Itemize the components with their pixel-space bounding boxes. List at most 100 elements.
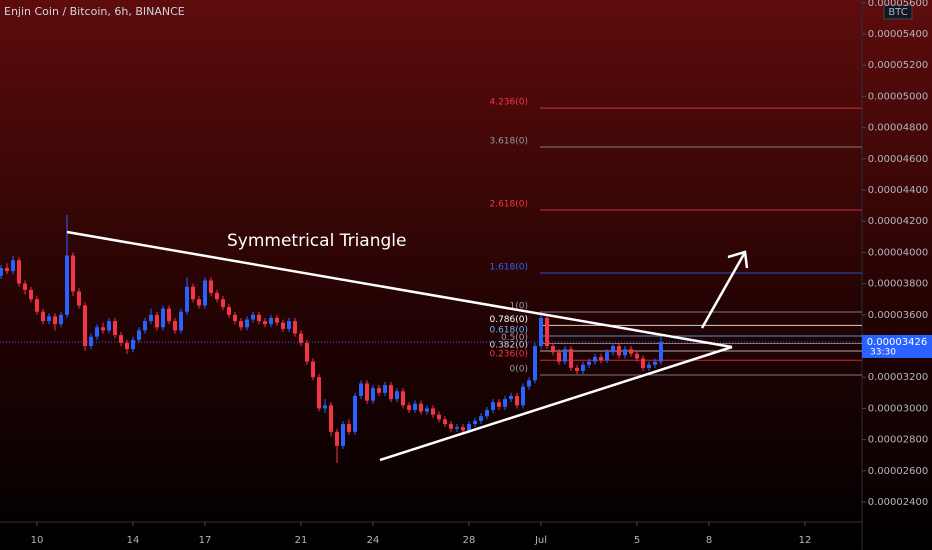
candle-body	[629, 349, 634, 354]
candle-body	[491, 402, 496, 410]
candle-body	[185, 286, 190, 312]
candle-body	[647, 364, 652, 368]
candle-body	[155, 314, 160, 328]
candle-body	[383, 385, 388, 393]
candle-body	[533, 346, 538, 381]
candle-body	[41, 311, 46, 322]
candle-body	[449, 424, 454, 429]
x-tick-label: 28	[463, 535, 476, 546]
triangle-drawing	[66, 230, 749, 462]
candle-body	[251, 314, 256, 320]
candle-body	[311, 361, 316, 378]
candle-body	[173, 321, 178, 331]
candle-body	[557, 352, 562, 362]
candle-body	[293, 321, 298, 334]
candle-body	[287, 321, 292, 329]
y-tick-label: 0.00003600	[868, 310, 928, 321]
y-tick-label: 0.00004800	[868, 123, 928, 134]
candle-body	[515, 395, 520, 406]
x-tick-label: 10	[31, 535, 44, 546]
candle-body	[59, 314, 64, 325]
candle-body	[269, 317, 274, 325]
y-tick-label: 0.00002400	[868, 497, 928, 508]
x-tick-label: 17	[199, 535, 212, 546]
y-tick-label: 0.00004200	[868, 216, 928, 227]
y-tick-label: 0.00002600	[868, 466, 928, 477]
fib-label: 0.236(0)	[489, 350, 528, 360]
candle-body	[179, 311, 184, 331]
y-tick-label: 0.00005400	[868, 29, 928, 40]
candle-body	[23, 283, 28, 290]
candle-body	[419, 403, 424, 412]
candle-body	[545, 317, 550, 347]
y-tick-label: 0.00004000	[868, 247, 928, 258]
candle-body	[359, 383, 364, 396]
candle-body	[149, 314, 154, 322]
candle-body	[467, 424, 472, 431]
candle-body	[5, 268, 10, 272]
candle-body	[275, 317, 280, 323]
candle-body	[53, 316, 58, 325]
candle-body	[437, 414, 442, 420]
candle-body	[233, 314, 238, 322]
candle-body	[377, 388, 382, 393]
candle-body	[119, 335, 124, 343]
candle-body	[317, 377, 322, 409]
fib-label: 4.236(0)	[489, 98, 528, 108]
y-tick-label: 0.00005000	[868, 91, 928, 102]
candle-body	[131, 339, 136, 350]
candle-body	[107, 321, 112, 331]
candle-body	[335, 431, 340, 446]
y-tick-label: 0.00002800	[868, 435, 928, 446]
candle-body	[473, 420, 478, 425]
candle-body	[617, 346, 622, 356]
candle-body	[83, 305, 88, 347]
candle-body	[599, 356, 604, 361]
fib-label: 1.618(0)	[489, 263, 528, 273]
x-tick-label: 14	[127, 535, 140, 546]
candle-body	[575, 367, 580, 371]
candle-body	[215, 292, 220, 300]
y-tick-label: 0.00004400	[868, 185, 928, 196]
candle-body	[47, 316, 52, 322]
y-tick-label: 0.00003800	[868, 279, 928, 290]
candle-body	[641, 358, 646, 368]
candle-body	[95, 327, 100, 337]
candle-body	[587, 361, 592, 365]
y-tick-label: 0.00003000	[868, 403, 928, 414]
x-tick-label: Jul	[534, 535, 547, 546]
unit: BTC	[888, 7, 907, 18]
candle-body	[593, 356, 598, 362]
candle-body	[623, 349, 628, 356]
fib-label: 2.618(0)	[489, 199, 528, 209]
candle-body	[347, 424, 352, 432]
candle-body	[227, 307, 232, 315]
candle-body	[11, 260, 16, 272]
candle-body	[35, 299, 40, 312]
arrow-shaft	[700, 253, 746, 329]
upper-trendline	[66, 230, 733, 349]
plot: 4.236(0) 3.618(0) 2.618(0) 1.618(0) 1(0) 0.78…	[0, 98, 862, 464]
candle-body	[221, 299, 226, 308]
fib-label: 3.618(0)	[489, 136, 528, 146]
candle-body	[401, 391, 406, 406]
chart-title: Enjin Coin / Bitcoin, 6h, BINANCE	[4, 5, 185, 18]
candle-body	[323, 405, 328, 409]
candle-body	[371, 388, 376, 401]
candle-body	[503, 399, 508, 407]
candle-body	[611, 346, 616, 353]
candle-body	[161, 308, 166, 328]
last-price-label: 0.00003426	[867, 337, 927, 348]
candle-body	[71, 255, 76, 292]
candle-body	[305, 342, 310, 362]
candle-body	[605, 352, 610, 361]
candle-body	[209, 280, 214, 293]
candle-body	[497, 402, 502, 407]
candle-body	[77, 291, 82, 306]
candle-body	[443, 419, 448, 425]
x-tick-label: 21	[295, 535, 308, 546]
x-tick-label: 8	[706, 535, 712, 546]
candle-body	[527, 380, 532, 387]
y-tick-label: 0.00005600	[868, 0, 928, 9]
